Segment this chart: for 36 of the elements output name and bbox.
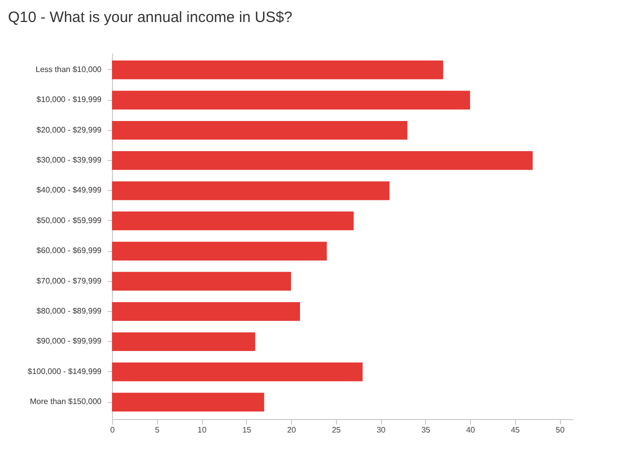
- x-tick-label: 35: [421, 426, 431, 434]
- x-tick-label: 0: [110, 426, 116, 434]
- x-tick-label: 40: [466, 426, 476, 434]
- x-tick-label: 5: [155, 426, 160, 434]
- bar: [112, 90, 470, 110]
- y-tick-label: Less than $10,000: [36, 64, 102, 74]
- bar: [112, 212, 354, 230]
- y-tick-label: $50,000 - $59,999: [36, 216, 102, 225]
- x-tick-label: 20: [287, 426, 297, 434]
- bar: [112, 272, 292, 291]
- x-tick-label: 25: [332, 426, 342, 434]
- bar: [112, 60, 444, 80]
- bar: [112, 120, 408, 140]
- x-tick-label: 45: [510, 426, 520, 434]
- y-tick-label: $90,000 - $99,999: [36, 336, 102, 346]
- bar: [112, 392, 264, 412]
- y-tick-label: $10,000 - $19,999: [36, 95, 102, 104]
- chart-title: Q10 - What is your annual income in US$?: [8, 9, 292, 26]
- y-tick-label: More than $150,000: [30, 397, 102, 406]
- y-tick-label: $80,000 - $89,999: [36, 306, 102, 316]
- y-tick-label: $30,000 - $39,999: [36, 156, 102, 165]
- bar: [112, 242, 327, 260]
- y-tick-label: $60,000 - $69,999: [36, 246, 102, 256]
- y-tick-label: $20,000 - $29,999: [36, 125, 102, 134]
- bar: [112, 181, 390, 200]
- x-tick-label: 10: [198, 426, 208, 434]
- y-tick-label: $70,000 - $79,999: [36, 276, 102, 286]
- x-tick-label: 15: [242, 426, 252, 434]
- y-tick-label: $40,000 - $49,999: [36, 186, 102, 195]
- bar: [112, 302, 300, 321]
- x-tick-label: 30: [376, 426, 386, 434]
- x-tick-label: 50: [556, 426, 566, 434]
- bar: [112, 362, 363, 382]
- bar: [112, 332, 256, 352]
- y-tick-label: $100,000 - $149,999: [28, 366, 102, 376]
- bar: [112, 151, 533, 170]
